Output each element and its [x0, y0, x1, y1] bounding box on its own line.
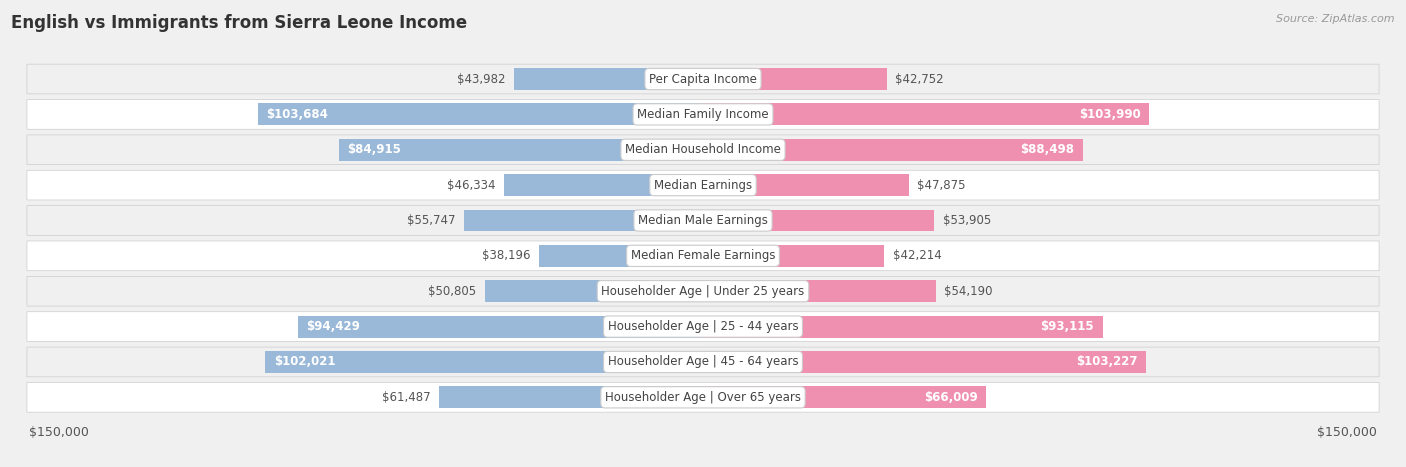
FancyBboxPatch shape — [27, 64, 1379, 94]
Text: $102,021: $102,021 — [274, 355, 335, 368]
Bar — [538, 245, 703, 267]
Bar — [703, 386, 987, 408]
FancyBboxPatch shape — [27, 135, 1379, 164]
Bar — [485, 280, 703, 302]
Bar — [266, 351, 703, 373]
Bar — [298, 316, 703, 338]
Text: $84,915: $84,915 — [347, 143, 401, 156]
Bar — [703, 210, 935, 232]
Text: Median Earnings: Median Earnings — [654, 178, 752, 191]
FancyBboxPatch shape — [27, 170, 1379, 200]
Text: Householder Age | 25 - 44 years: Householder Age | 25 - 44 years — [607, 320, 799, 333]
Text: $47,875: $47,875 — [917, 178, 966, 191]
Text: $43,982: $43,982 — [457, 72, 506, 85]
Text: Median Female Earnings: Median Female Earnings — [631, 249, 775, 262]
Text: $88,498: $88,498 — [1021, 143, 1074, 156]
Text: $103,990: $103,990 — [1078, 108, 1140, 121]
FancyBboxPatch shape — [27, 347, 1379, 377]
Text: Householder Age | Under 25 years: Householder Age | Under 25 years — [602, 285, 804, 298]
Text: $42,214: $42,214 — [893, 249, 942, 262]
Bar — [505, 174, 703, 196]
Bar — [257, 103, 703, 125]
Text: English vs Immigrants from Sierra Leone Income: English vs Immigrants from Sierra Leone … — [11, 14, 467, 32]
Text: Source: ZipAtlas.com: Source: ZipAtlas.com — [1277, 14, 1395, 24]
Bar — [703, 245, 884, 267]
Text: Householder Age | 45 - 64 years: Householder Age | 45 - 64 years — [607, 355, 799, 368]
Text: $94,429: $94,429 — [307, 320, 360, 333]
FancyBboxPatch shape — [27, 205, 1379, 235]
Text: Householder Age | Over 65 years: Householder Age | Over 65 years — [605, 391, 801, 404]
Text: $42,752: $42,752 — [896, 72, 943, 85]
FancyBboxPatch shape — [27, 276, 1379, 306]
Text: $55,747: $55,747 — [406, 214, 456, 227]
Bar — [515, 68, 703, 90]
Bar — [703, 68, 887, 90]
FancyBboxPatch shape — [27, 382, 1379, 412]
Text: Median Household Income: Median Household Income — [626, 143, 780, 156]
Text: $61,487: $61,487 — [382, 391, 430, 404]
Text: $38,196: $38,196 — [482, 249, 530, 262]
FancyBboxPatch shape — [27, 312, 1379, 341]
Text: $93,115: $93,115 — [1040, 320, 1094, 333]
FancyBboxPatch shape — [27, 241, 1379, 271]
Text: $103,684: $103,684 — [267, 108, 329, 121]
Bar — [703, 316, 1102, 338]
Text: Median Family Income: Median Family Income — [637, 108, 769, 121]
Text: Median Male Earnings: Median Male Earnings — [638, 214, 768, 227]
Bar — [703, 174, 908, 196]
Bar — [464, 210, 703, 232]
Bar — [703, 139, 1083, 161]
Text: $66,009: $66,009 — [924, 391, 977, 404]
Bar — [439, 386, 703, 408]
Text: Per Capita Income: Per Capita Income — [650, 72, 756, 85]
Text: $46,334: $46,334 — [447, 178, 495, 191]
Bar — [703, 351, 1146, 373]
FancyBboxPatch shape — [27, 99, 1379, 129]
Text: $54,190: $54,190 — [945, 285, 993, 298]
Bar — [703, 280, 935, 302]
Text: $50,805: $50,805 — [429, 285, 477, 298]
Bar — [703, 103, 1149, 125]
Text: $103,227: $103,227 — [1076, 355, 1137, 368]
Text: $53,905: $53,905 — [943, 214, 991, 227]
Bar — [339, 139, 703, 161]
